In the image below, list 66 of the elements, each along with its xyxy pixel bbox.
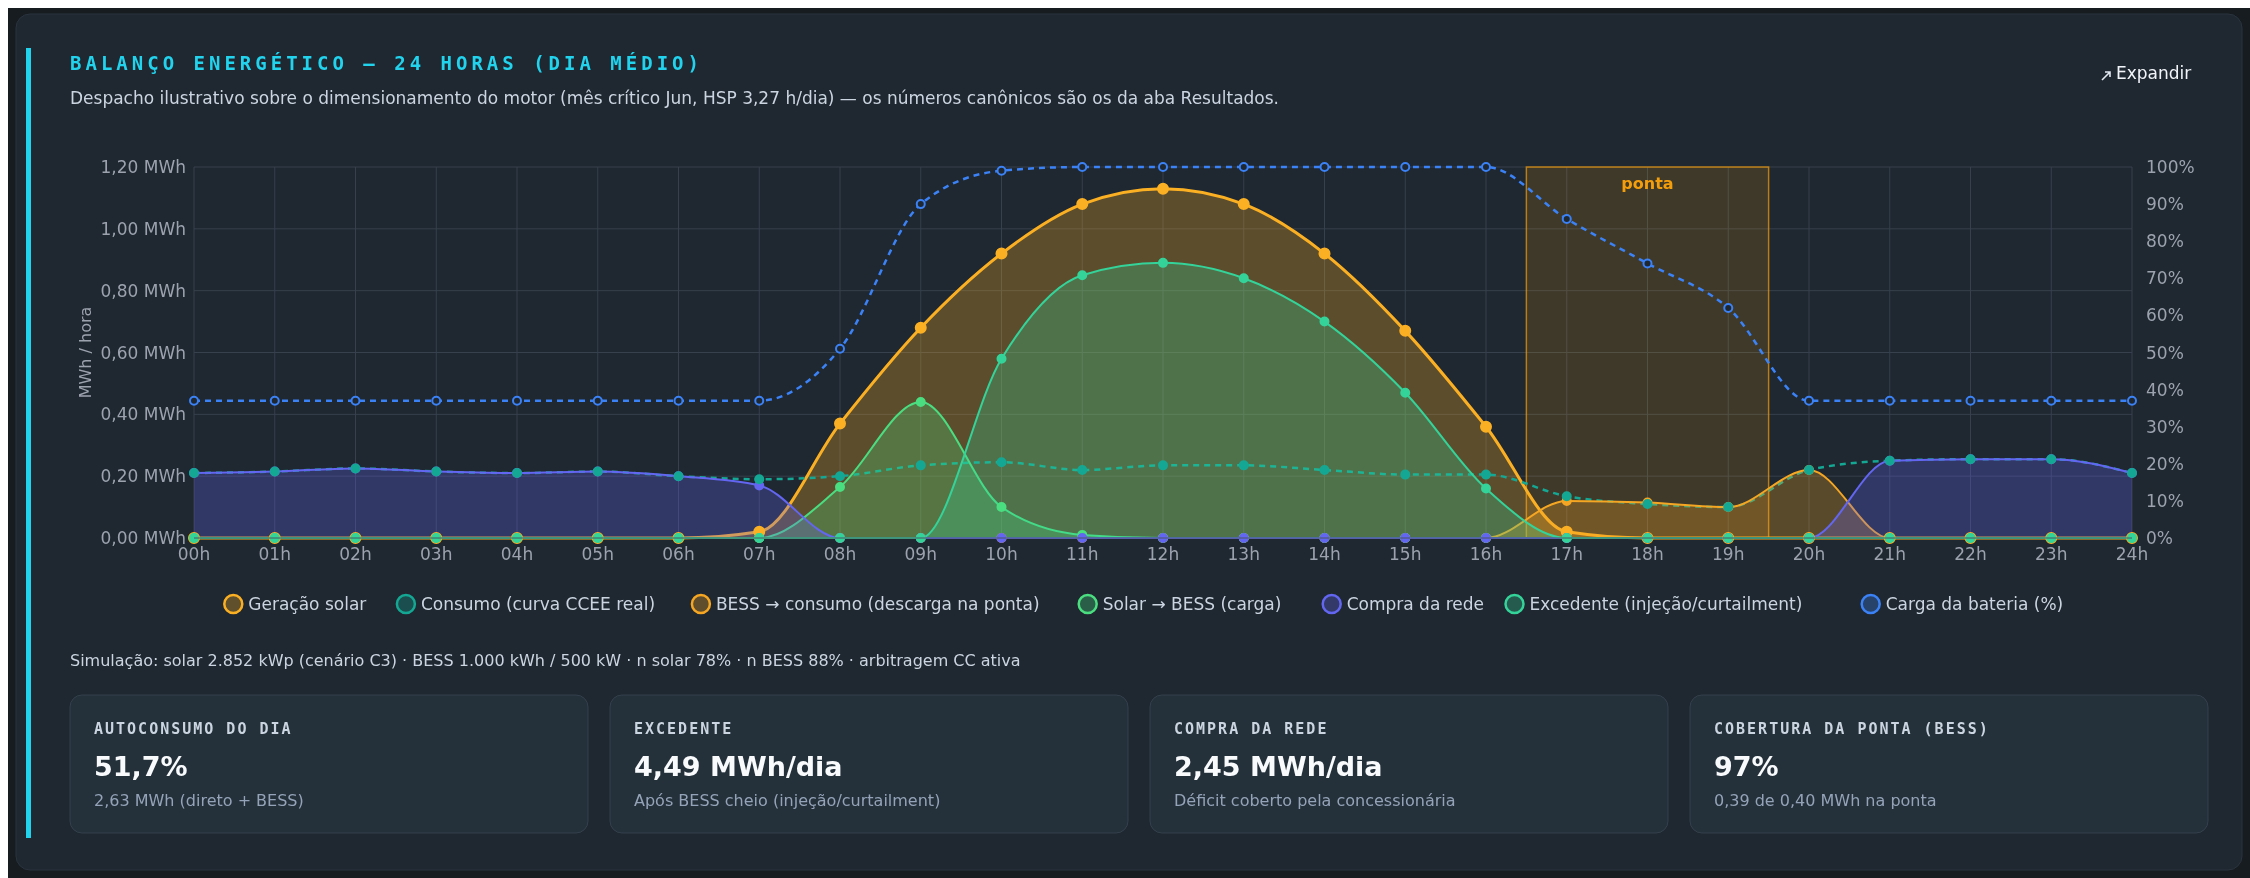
- x-tick-label: 22h: [1954, 544, 1987, 564]
- text: Simulação: solar 2.852 kWp (cenário C3) · BESS 1.000 kWh / 500 kW · n solar 78% · n BESS 88% · arbitragem CC ativa: [70, 651, 1021, 670]
- x-tick-label: 20h: [1792, 544, 1826, 564]
- text: COBERTURA DA PONTA (BESS): [1714, 720, 1990, 738]
- chart-subtitle: Despacho ilustrativo sobre o dimensionamento do motor (mês crítico Jun, HSP 3,27 h/dia) — os números canônicos são os da aba Resultados.: [70, 88, 1280, 108]
- y2-tick-label: 60%: [2146, 305, 2184, 326]
- x-tick-label: 13h: [1227, 544, 1260, 564]
- x-tick-label: 19h: [1712, 544, 1745, 564]
- legend-label: Excedente (injeção/curtailment): [1529, 594, 1803, 614]
- legend-label: Solar → BESS (carga): [1102, 594, 1282, 614]
- y2-tick-label: 40%: [2146, 379, 2184, 400]
- x-tick-label: 03h: [420, 544, 453, 564]
- x-tick-label: 23h: [2035, 544, 2068, 564]
- y-tick-label: 0,20 MWh: [100, 466, 186, 487]
- x-tick-label: 04h: [500, 544, 534, 564]
- y2-tick-label: 90%: [2146, 194, 2184, 215]
- y2-tick-label: 80%: [2146, 231, 2184, 252]
- x-tick-label: 16h: [1469, 544, 1503, 564]
- x-tick-label: 07h: [743, 544, 776, 564]
- chart-title: BALANÇO ENERGÉTICO — 24 HORAS (DIA MÉDIO): [70, 52, 703, 74]
- x-tick-label: 10h: [985, 544, 1018, 564]
- y2-tick-label: 50%: [2146, 342, 2184, 363]
- y-tick-label: 1,20 MWh: [100, 157, 186, 177]
- legend-label: Compra da rede: [1346, 594, 1485, 614]
- x-tick-label: 06h: [662, 544, 695, 564]
- x-tick-label: 17h: [1550, 544, 1583, 564]
- text: COMPRA DA REDE: [1174, 720, 1329, 738]
- y-tick-label: 1,00 MWh: [100, 218, 186, 239]
- y-tick-label: 0,60 MWh: [100, 342, 186, 363]
- text: 51,7%: [94, 751, 188, 782]
- x-tick-label: 05h: [581, 544, 614, 564]
- y-tick-label: 0,80 MWh: [100, 280, 186, 301]
- text: Expandir: [2116, 63, 2192, 83]
- x-tick-label: 09h: [904, 544, 937, 564]
- legend-label: Geração solar: [248, 594, 367, 614]
- y-axis-title: MWh / hora: [76, 306, 95, 399]
- text: 4,49 MWh/dia: [634, 751, 843, 782]
- y2-tick-label: 100%: [2146, 157, 2195, 177]
- text: AUTOCONSUMO DO DIA: [94, 720, 293, 738]
- x-tick-label: 24h: [2115, 544, 2149, 564]
- y2-tick-label: 20%: [2146, 453, 2184, 474]
- text: Após BESS cheio (injeção/curtailment): [634, 791, 941, 810]
- x-tick-label: 18h: [1631, 544, 1664, 564]
- text: Déficit coberto pela concessionária: [1174, 791, 1456, 810]
- y-tick-label: 0,40 MWh: [100, 404, 186, 425]
- y2-tick-label: 0%: [2146, 528, 2173, 548]
- x-tick-label: 08h: [823, 544, 857, 564]
- text: 2,63 MWh (direto + BESS): [94, 791, 304, 810]
- text: 97%: [1714, 751, 1779, 782]
- x-tick-label: 12h: [1146, 544, 1180, 564]
- y2-tick-label: 70%: [2146, 268, 2184, 289]
- band-label: ponta: [1621, 174, 1674, 193]
- y2-tick-label: 10%: [2146, 490, 2184, 511]
- x-tick-label: 02h: [339, 544, 372, 564]
- text: 2,45 MWh/dia: [1174, 751, 1383, 782]
- x-tick-label: 01h: [258, 544, 291, 564]
- legend-label: Consumo (curva CCEE real): [420, 594, 656, 614]
- x-tick-label: 11h: [1066, 544, 1099, 564]
- x-tick-label: 15h: [1389, 544, 1422, 564]
- legend-label: Carga da bateria (%): [1885, 594, 2064, 614]
- y2-tick-label: 30%: [2146, 416, 2184, 437]
- x-tick-label: 21h: [1873, 544, 1906, 564]
- legend-label: BESS → consumo (descarga na ponta): [715, 594, 1040, 614]
- x-tick-label: 14h: [1308, 544, 1341, 564]
- text: EXCEDENTE: [634, 720, 734, 738]
- text: 0,39 de 0,40 MWh na ponta: [1714, 791, 1937, 810]
